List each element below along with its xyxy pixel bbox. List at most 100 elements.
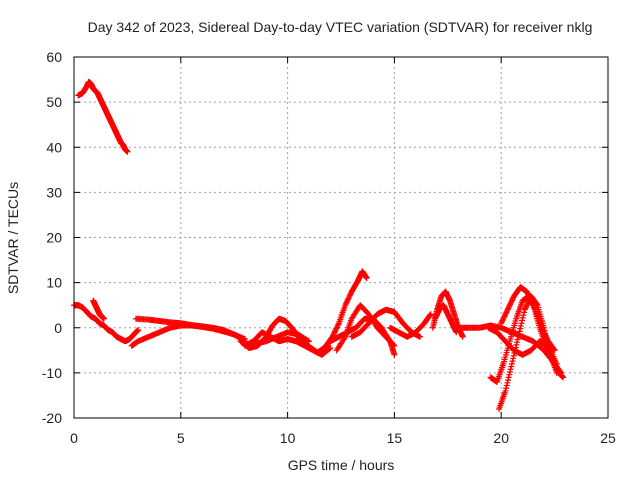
data-point <box>522 303 529 310</box>
series-arc-afternoon <box>387 311 434 340</box>
series-arc-noon-rise <box>323 268 370 349</box>
data-point <box>509 295 516 302</box>
y-tick-label: 10 <box>46 275 62 291</box>
data-point <box>333 325 340 332</box>
data-point <box>330 331 337 338</box>
data-point <box>509 297 516 304</box>
data-point <box>502 310 509 317</box>
x-tick-label: 5 <box>177 430 185 446</box>
y-tick-label: 40 <box>46 139 62 155</box>
chart-title: Day 342 of 2023, Sidereal Day-to-day VTE… <box>88 19 593 35</box>
data-point <box>332 328 339 335</box>
data-point <box>499 317 506 324</box>
data-point <box>522 305 529 312</box>
data-point <box>346 294 353 301</box>
data-point <box>333 324 340 331</box>
data-point <box>341 335 348 342</box>
data-point <box>517 325 524 332</box>
data-point <box>510 352 517 359</box>
data-point <box>417 333 424 340</box>
data-point <box>507 366 514 373</box>
data-point <box>528 299 535 306</box>
data-point <box>305 338 312 345</box>
x-axis-label: GPS time / hours <box>288 457 395 473</box>
data-point <box>553 360 560 367</box>
y-tick-label: 50 <box>46 94 62 110</box>
x-tick-label: 15 <box>387 430 403 446</box>
data-point <box>516 328 523 335</box>
data-point <box>503 385 510 392</box>
data-point <box>346 292 353 299</box>
data-point <box>508 360 515 367</box>
data-point <box>391 351 398 358</box>
data-point <box>335 321 342 328</box>
data-point <box>505 303 512 310</box>
data-point <box>507 299 514 306</box>
data-point <box>390 341 397 348</box>
series-arc-hump-17-b <box>431 302 460 336</box>
data-point <box>334 322 341 329</box>
data-point <box>514 339 521 346</box>
data-point <box>560 374 567 381</box>
data-point <box>500 316 507 323</box>
data-point <box>505 374 512 381</box>
data-point <box>498 318 505 325</box>
series-arc-noon-wave <box>333 302 398 354</box>
data-point <box>501 313 508 320</box>
series-arc-early-high <box>75 78 131 155</box>
data-point <box>524 301 531 308</box>
data-point <box>518 320 525 327</box>
data-point <box>515 331 522 338</box>
data-point <box>502 387 509 394</box>
data-point <box>327 345 334 352</box>
data-point <box>521 306 528 313</box>
data-point <box>527 296 534 303</box>
data-point <box>427 311 434 318</box>
series-arc-mid-b <box>241 329 334 358</box>
data-point <box>523 288 530 295</box>
data-points <box>71 78 567 412</box>
data-point <box>521 309 528 316</box>
data-point <box>344 298 351 305</box>
series-arc-mid-c <box>252 329 312 347</box>
data-point <box>304 337 311 344</box>
y-tick-label: 20 <box>46 230 62 246</box>
data-point <box>517 322 524 329</box>
data-point <box>525 291 532 298</box>
data-point <box>541 327 548 334</box>
data-point <box>510 355 517 362</box>
data-point <box>515 333 522 340</box>
data-point <box>331 329 338 336</box>
x-tick-label: 25 <box>600 430 616 446</box>
data-point <box>525 292 532 299</box>
y-tick-label: 60 <box>46 49 62 65</box>
data-point <box>554 367 561 374</box>
data-point <box>135 327 142 334</box>
data-point <box>528 298 535 305</box>
data-point <box>503 382 510 389</box>
data-point <box>526 294 533 301</box>
data-point <box>506 371 513 378</box>
y-axis-label: SDTVAR / TECUs <box>5 182 21 294</box>
data-point <box>523 302 530 309</box>
data-point <box>519 317 526 324</box>
data-point <box>524 290 531 297</box>
x-tick-label: 10 <box>280 430 296 446</box>
data-point <box>326 345 333 352</box>
data-point <box>509 358 516 365</box>
data-point <box>503 309 510 316</box>
data-point <box>427 312 434 319</box>
data-point <box>342 302 349 309</box>
y-tick-label: 0 <box>54 320 62 336</box>
data-point <box>508 363 515 370</box>
data-point <box>519 314 526 321</box>
data-point <box>344 296 351 303</box>
data-point <box>527 295 534 302</box>
data-point <box>345 295 352 302</box>
data-point <box>100 315 107 322</box>
series-arc-evening-e <box>485 324 560 367</box>
data-point <box>453 329 460 336</box>
x-tick-label: 0 <box>70 430 78 446</box>
